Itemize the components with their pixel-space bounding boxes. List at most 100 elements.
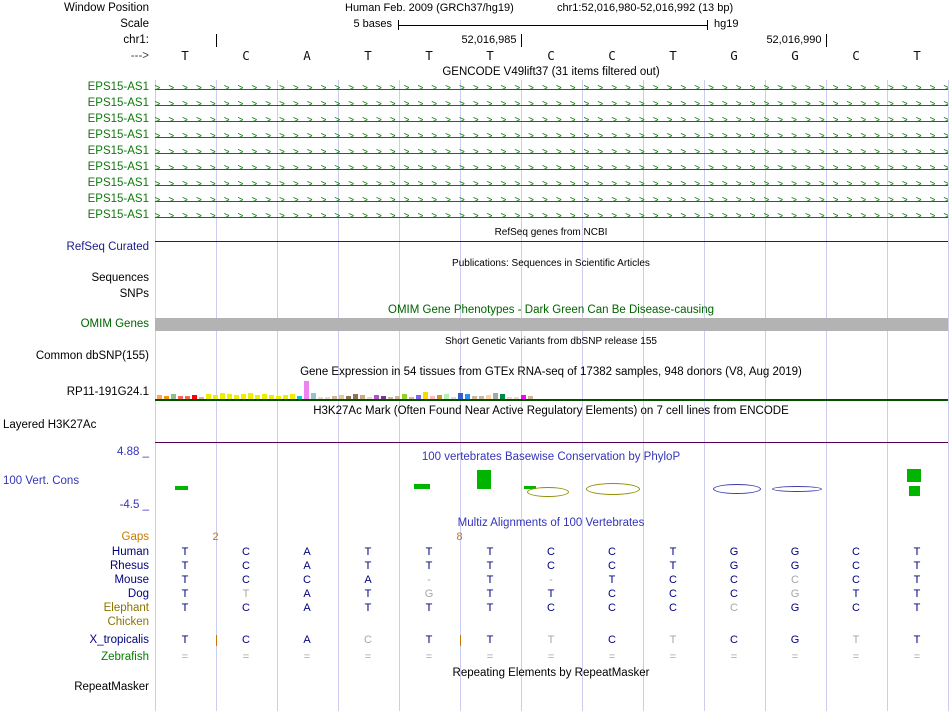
gtex-expression-bar[interactable] — [234, 395, 239, 399]
track-title-dbsnp[interactable]: Short Genetic Variants from dbSNP releas… — [445, 336, 657, 347]
species-label[interactable]: Human — [111, 546, 149, 558]
transcript-item[interactable]: >>>>>>>>>>>>>>>>>>>>>>>>>>>>>>>>>>>>>>>>… — [154, 193, 948, 209]
gtex-expression-bar[interactable] — [458, 393, 463, 399]
track-title-publications[interactable]: Publications: Sequences in Scientific Ar… — [452, 258, 650, 269]
gtex-expression-bar[interactable] — [437, 395, 442, 399]
track-label-h3k27ac[interactable]: Layered H3K27Ac — [3, 419, 97, 431]
gtex-expression-bar[interactable] — [381, 396, 386, 399]
gtex-expression-bar[interactable] — [465, 394, 470, 399]
gene-label[interactable]: EPS15-AS1 — [87, 177, 149, 189]
species-label[interactable]: Elephant — [103, 602, 149, 614]
gtex-expression-bar[interactable] — [346, 396, 351, 399]
gtex-expression-bar[interactable] — [269, 395, 274, 399]
gtex-expression-bar[interactable] — [486, 395, 491, 399]
gtex-expression-bar[interactable] — [325, 397, 330, 399]
gtex-expression-bar[interactable] — [199, 397, 204, 399]
gene-label[interactable]: EPS15-AS1 — [87, 209, 149, 221]
gtex-expression-bar[interactable] — [360, 395, 365, 399]
gtex-expression-bar[interactable] — [493, 393, 498, 399]
track-title-omim[interactable]: OMIM Gene Phenotypes - Dark Green Can Be… — [388, 304, 714, 316]
gtex-expression-bar[interactable] — [311, 393, 316, 399]
track-title-phylop[interactable]: 100 vertebrates Basewise Conservation by… — [421, 451, 681, 463]
track-title-gencode[interactable]: GENCODE V49lift37 (31 items filtered out… — [442, 66, 660, 78]
transcript-item[interactable]: >>>>>>>>>>>>>>>>>>>>>>>>>>>>>>>>>>>>>>>>… — [154, 209, 948, 225]
gtex-expression-bar[interactable] — [367, 397, 372, 399]
gtex-expression-bar[interactable] — [332, 396, 337, 399]
gtex-expression-bar[interactable] — [402, 394, 407, 399]
track-label-gtex-gene[interactable]: RP11-191G24.1 — [66, 386, 149, 398]
gtex-expression-bar[interactable] — [430, 396, 435, 399]
gtex-expression-bar[interactable] — [276, 396, 281, 399]
track-title-h3k27ac[interactable]: H3K27Ac Mark (Often Found Near Active Re… — [313, 405, 789, 417]
track-label-common-dbsnp[interactable]: Common dbSNP(155) — [35, 350, 149, 362]
gene-label[interactable]: EPS15-AS1 — [87, 193, 149, 205]
species-label[interactable]: Dog — [127, 588, 149, 600]
gtex-expression-bar[interactable] — [227, 394, 232, 399]
gene-label[interactable]: EPS15-AS1 — [87, 161, 149, 173]
gtex-expression-bar[interactable] — [528, 396, 533, 399]
track-title-refseq[interactable]: RefSeq genes from NCBI — [494, 227, 608, 238]
gene-label[interactable]: EPS15-AS1 — [87, 145, 149, 157]
track-label-refseq-curated[interactable]: RefSeq Curated — [66, 241, 149, 253]
refseq-gene-line[interactable] — [154, 241, 948, 242]
track-label-snps[interactable]: SNPs — [119, 288, 149, 300]
omim-genes-bar[interactable] — [154, 318, 948, 331]
transcript-item[interactable]: >>>>>>>>>>>>>>>>>>>>>>>>>>>>>>>>>>>>>>>>… — [154, 161, 948, 177]
species-label[interactable]: X_tropicalis — [89, 634, 149, 646]
track-title-repeatmasker[interactable]: Repeating Elements by RepeatMasker — [452, 667, 650, 679]
track-title-multiz[interactable]: Multiz Alignments of 100 Vertebrates — [457, 517, 645, 529]
gtex-expression-bar[interactable] — [507, 397, 512, 399]
gtex-expression-bar[interactable] — [241, 394, 246, 399]
gtex-expression-bar[interactable] — [416, 395, 421, 399]
gtex-expression-bar[interactable] — [374, 395, 379, 399]
track-label-repeatmasker[interactable]: RepeatMasker — [74, 681, 149, 693]
gtex-expression-bar[interactable] — [318, 397, 323, 399]
gtex-expression-bar[interactable] — [423, 392, 428, 399]
gtex-expression-bar[interactable] — [262, 394, 267, 399]
gtex-expression-bar[interactable] — [451, 397, 456, 399]
gene-label[interactable]: EPS15-AS1 — [87, 113, 149, 125]
gtex-expression-bar[interactable] — [479, 396, 484, 399]
gtex-expression-bar[interactable] — [395, 396, 400, 399]
gtex-expression-bar[interactable] — [220, 393, 225, 399]
gtex-expression-bar[interactable] — [388, 397, 393, 399]
track-label-omim-genes[interactable]: OMIM Genes — [80, 318, 149, 330]
transcript-item[interactable]: >>>>>>>>>>>>>>>>>>>>>>>>>>>>>>>>>>>>>>>>… — [154, 145, 948, 161]
gtex-expression-bar[interactable] — [514, 397, 519, 399]
transcript-item[interactable]: >>>>>>>>>>>>>>>>>>>>>>>>>>>>>>>>>>>>>>>>… — [154, 97, 948, 113]
gtex-expression-bar[interactable] — [444, 394, 449, 399]
gtex-expression-bar[interactable] — [171, 394, 176, 399]
gene-label[interactable]: EPS15-AS1 — [87, 97, 149, 109]
gtex-expression-bar[interactable] — [255, 395, 260, 399]
transcript-item[interactable]: >>>>>>>>>>>>>>>>>>>>>>>>>>>>>>>>>>>>>>>>… — [154, 129, 948, 145]
gtex-expression-bar[interactable] — [304, 381, 309, 399]
gene-label[interactable]: EPS15-AS1 — [87, 129, 149, 141]
track-label-sequences[interactable]: Sequences — [91, 272, 149, 284]
gene-label[interactable]: EPS15-AS1 — [87, 81, 149, 93]
gtex-expression-bar[interactable] — [206, 394, 211, 399]
gtex-expression-bar[interactable] — [339, 395, 344, 399]
species-label[interactable]: Chicken — [107, 616, 149, 628]
transcript-item[interactable]: >>>>>>>>>>>>>>>>>>>>>>>>>>>>>>>>>>>>>>>>… — [154, 177, 948, 193]
gtex-expression-bar[interactable] — [178, 396, 183, 399]
gtex-expression-bar[interactable] — [521, 395, 526, 399]
gtex-expression-bar[interactable] — [164, 396, 169, 399]
gtex-expression-bar[interactable] — [192, 395, 197, 399]
gtex-expression-bar[interactable] — [297, 396, 302, 399]
species-label[interactable]: Mouse — [114, 574, 149, 586]
species-label[interactable]: Zebrafish — [101, 651, 149, 663]
gtex-expression-bar[interactable] — [409, 397, 414, 399]
track-label-phylop[interactable]: 100 Vert. Cons — [3, 475, 80, 487]
gtex-expression-bar[interactable] — [157, 395, 162, 399]
gtex-expression-bar[interactable] — [248, 393, 253, 399]
gtex-expression-bar[interactable] — [185, 396, 190, 399]
gtex-expression-bar[interactable] — [213, 395, 218, 399]
gtex-expression-bar[interactable] — [283, 395, 288, 399]
gtex-expression-bar[interactable] — [472, 396, 477, 399]
gtex-expression-bar[interactable] — [290, 394, 295, 399]
gtex-expression-bar[interactable] — [353, 394, 358, 399]
gtex-expression-bar[interactable] — [500, 394, 505, 399]
track-title-gtex[interactable]: Gene Expression in 54 tissues from GTEx … — [300, 366, 802, 378]
transcript-item[interactable]: >>>>>>>>>>>>>>>>>>>>>>>>>>>>>>>>>>>>>>>>… — [154, 113, 948, 129]
species-label[interactable]: Rhesus — [110, 560, 149, 572]
